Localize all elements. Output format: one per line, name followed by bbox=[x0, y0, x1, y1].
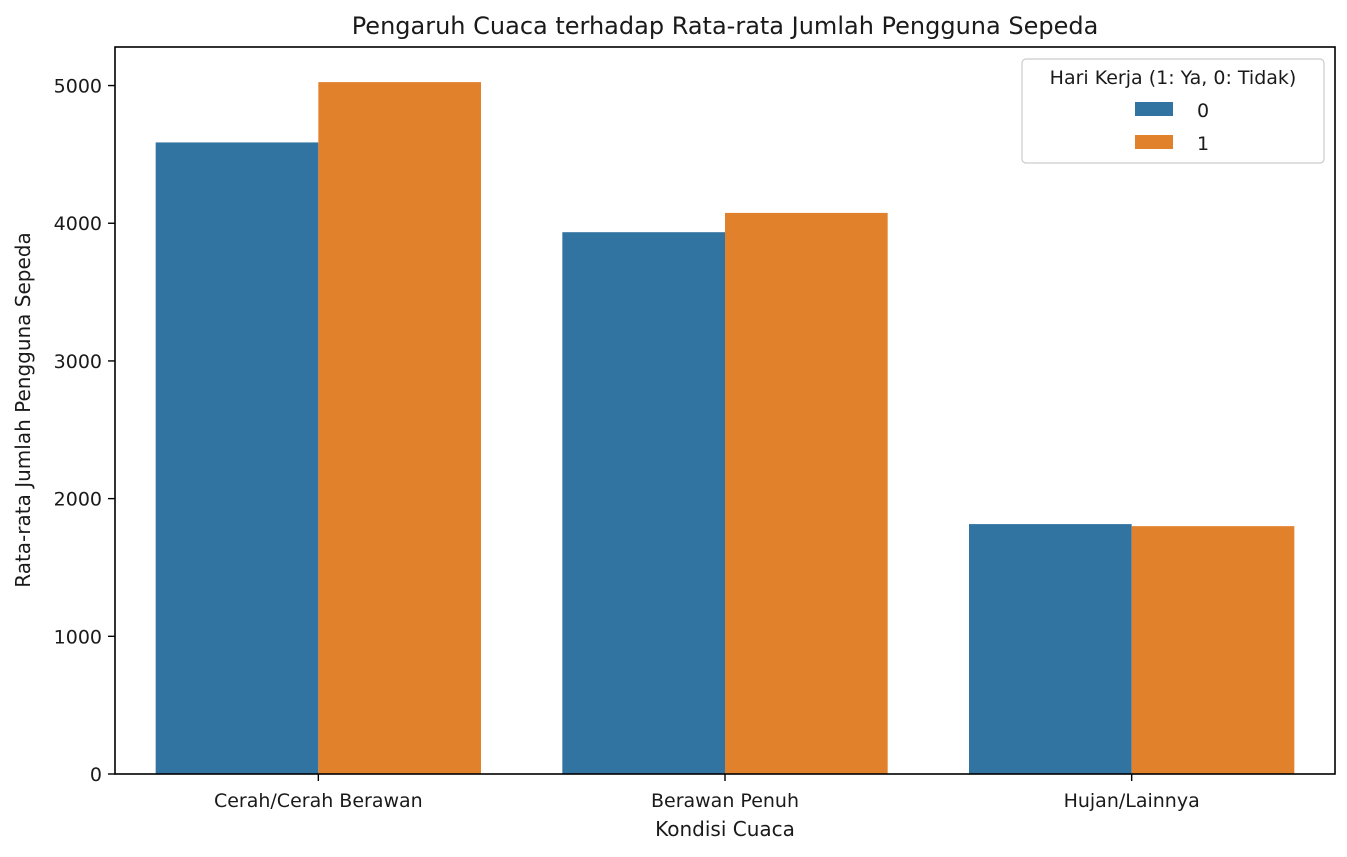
legend-swatch-series-1 bbox=[1135, 135, 1173, 149]
y-tick-label-5: 5000 bbox=[54, 76, 102, 98]
legend-label-series-0: 0 bbox=[1197, 100, 1209, 122]
legend-label-series-1: 1 bbox=[1197, 133, 1209, 155]
x-tick-label-1: Cerah/Cerah Berawan bbox=[214, 790, 423, 812]
y-tick-label-2: 2000 bbox=[54, 489, 102, 511]
chart-title: Pengaruh Cuaca terhadap Rata-rata Jumlah… bbox=[352, 12, 1099, 40]
y-tick-label-0: 0 bbox=[90, 764, 102, 786]
bars-group bbox=[155, 82, 1295, 775]
y-axis: 0 1000 2000 3000 4000 5000 bbox=[54, 76, 115, 786]
bar-1-series-0 bbox=[155, 142, 319, 774]
x-tick-label-3: Hujan/Lainnya bbox=[1064, 790, 1200, 812]
x-tick-label-2: Berawan Penuh bbox=[651, 790, 799, 812]
x-axis: Cerah/Cerah Berawan Berawan Penuh Hujan/La… bbox=[214, 774, 1200, 812]
y-axis-label: Rata-rata Jumlah Pengguna Sepeda bbox=[11, 232, 35, 588]
bar-1-series-1 bbox=[318, 82, 481, 775]
legend-swatch-series-0 bbox=[1135, 102, 1173, 116]
bar-3-series-1 bbox=[1131, 526, 1295, 774]
y-tick-label-1: 1000 bbox=[54, 626, 102, 648]
legend: Hari Kerja (1: Ya, 0: Tidak) 0 1 bbox=[1021, 58, 1325, 164]
legend-title: Hari Kerja (1: Ya, 0: Tidak) bbox=[1050, 67, 1297, 89]
y-tick-label-3: 3000 bbox=[54, 351, 102, 373]
bar-2-series-0 bbox=[562, 232, 725, 774]
bar-3-series-0 bbox=[969, 524, 1132, 774]
x-axis-label: Kondisi Cuaca bbox=[655, 817, 795, 841]
y-tick-label-4: 4000 bbox=[54, 213, 102, 235]
bar-2-series-1 bbox=[725, 212, 888, 775]
